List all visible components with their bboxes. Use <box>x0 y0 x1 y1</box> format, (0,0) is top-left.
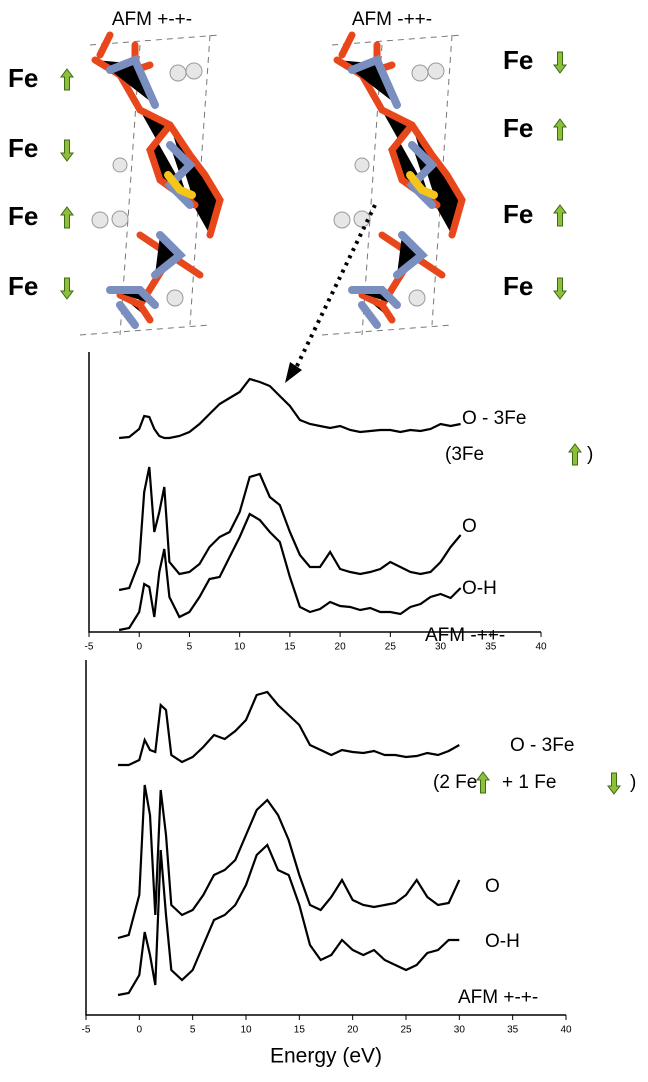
x-tick-label: 20 <box>347 1025 359 1036</box>
spin-arrow <box>60 277 74 300</box>
annotation: ) <box>587 444 593 465</box>
x-axis-label: Energy (eV) <box>270 1045 382 1068</box>
x-tick-label: 25 <box>385 642 397 653</box>
spectrum-line <box>118 690 460 767</box>
x-tick-label: -5 <box>85 642 94 653</box>
annotation: + 1 Fe <box>502 772 556 793</box>
spin-arrow <box>60 139 74 162</box>
x-tick-label: 15 <box>284 642 296 653</box>
series-label: O - 3Fe <box>462 408 526 429</box>
spin-arrow <box>553 277 567 300</box>
annotation: AFM -++- <box>425 625 505 646</box>
series-label: O-H <box>485 931 520 952</box>
annotation: (3Fe <box>445 444 484 465</box>
spin-arrow <box>553 204 567 227</box>
structure-title: AFM -++- <box>352 9 432 30</box>
structure-right <box>322 35 462 335</box>
spectrum-line <box>117 843 460 997</box>
series-label: O <box>462 516 477 537</box>
series-label: O <box>485 876 500 897</box>
x-tick-label: 5 <box>187 642 193 653</box>
spin-arrow <box>553 118 567 141</box>
spectrum-line <box>118 377 461 440</box>
annotation: (2 Fe <box>433 772 477 793</box>
fe-label: Fe <box>503 45 533 75</box>
structure-left <box>80 35 220 335</box>
x-tick-label: 20 <box>335 642 347 653</box>
spin-arrow <box>60 68 74 91</box>
x-tick-label: 5 <box>190 1025 196 1036</box>
annotation: AFM +-+- <box>458 987 538 1008</box>
x-tick-label: 15 <box>294 1025 306 1036</box>
x-tick-label: 40 <box>535 642 547 653</box>
fe-label: Fe <box>8 133 38 163</box>
x-tick-label: 30 <box>454 1025 466 1036</box>
spectrum-line <box>118 466 462 592</box>
x-tick-label: 10 <box>240 1025 252 1036</box>
pointer <box>293 204 377 371</box>
x-tick-label: 35 <box>507 1025 519 1036</box>
x-tick-label: 0 <box>137 1025 143 1036</box>
fe-label: Fe <box>503 199 533 229</box>
series-label: O-H <box>462 578 497 599</box>
fe-label: Fe <box>8 201 38 231</box>
annotation: ) <box>630 772 636 793</box>
spin-arrow <box>476 771 490 794</box>
fe-label: Fe <box>503 271 533 301</box>
spin-arrow <box>553 51 567 74</box>
x-tick-label: 30 <box>435 642 447 653</box>
x-tick-label: -5 <box>82 1025 91 1036</box>
structure-title: AFM +-+- <box>112 9 192 30</box>
fe-label: Fe <box>503 113 533 143</box>
spectrum-line <box>118 512 462 632</box>
series-label: O - 3Fe <box>510 735 574 756</box>
pointer-head <box>285 362 302 383</box>
x-tick-label: 25 <box>400 1025 412 1036</box>
x-tick-label: 0 <box>136 642 142 653</box>
x-tick-label: 40 <box>560 1025 572 1036</box>
fe-label: Fe <box>8 271 38 301</box>
spin-arrow <box>568 443 582 466</box>
x-tick-label: 10 <box>234 642 246 653</box>
spin-arrow <box>607 772 621 795</box>
fe-label: Fe <box>8 63 38 93</box>
spectrum-line <box>117 784 461 940</box>
x-tick-label: 35 <box>485 642 497 653</box>
spin-arrow <box>60 206 74 229</box>
